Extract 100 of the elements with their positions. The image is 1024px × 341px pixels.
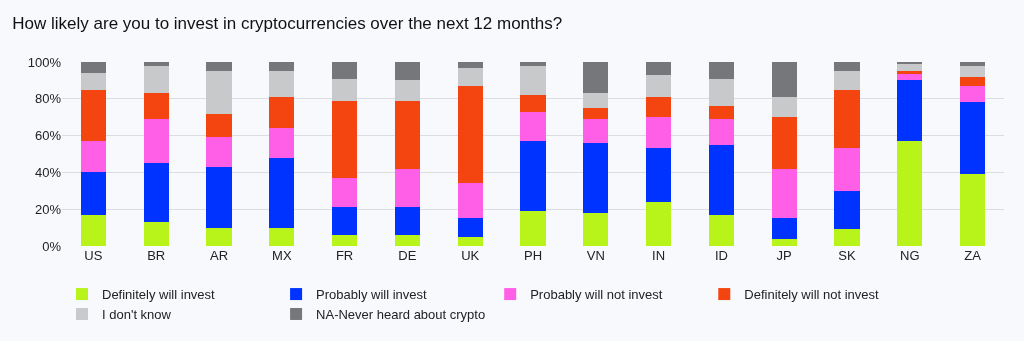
bar	[206, 166, 232, 228]
x-tick-label: ID	[714, 248, 728, 263]
bar	[143, 119, 169, 164]
bar	[80, 214, 106, 246]
x-tick-label: DE	[398, 248, 417, 263]
bar	[708, 78, 734, 107]
bar	[771, 168, 797, 219]
bar	[897, 71, 923, 74]
bar	[269, 227, 295, 246]
x-tick-label: UK	[461, 248, 480, 263]
legend-label: NA-Never heard about crypto	[316, 307, 486, 323]
bar	[708, 214, 734, 246]
bar	[897, 80, 923, 142]
bar	[771, 62, 797, 97]
bar	[394, 168, 420, 208]
legend-label: Probably will not invest	[530, 287, 663, 303]
bar	[834, 89, 860, 149]
bar	[771, 96, 797, 118]
bar	[394, 80, 420, 101]
bar	[960, 102, 986, 175]
x-tick-label: IN	[652, 248, 666, 263]
bar	[206, 227, 232, 246]
bar	[834, 148, 860, 191]
bar	[269, 96, 295, 129]
bar	[520, 211, 546, 246]
bar	[394, 62, 420, 81]
bar	[80, 73, 106, 90]
bar	[520, 141, 546, 212]
x-tick-label: VN	[586, 248, 605, 263]
bar	[457, 67, 483, 86]
bar	[960, 76, 986, 86]
bar	[332, 207, 358, 235]
y-tick-label: 20%	[34, 201, 62, 217]
bar	[457, 62, 483, 68]
bar	[960, 85, 986, 103]
bar	[897, 141, 923, 246]
bar	[771, 218, 797, 239]
bar	[646, 62, 672, 75]
bar	[269, 62, 295, 72]
x-tick-label: FR	[335, 248, 354, 263]
bar	[646, 96, 672, 118]
bar	[143, 93, 169, 120]
x-tick-label: US	[84, 248, 103, 263]
bar	[708, 119, 734, 145]
bar	[520, 62, 546, 66]
bar	[520, 95, 546, 112]
bar	[143, 222, 169, 246]
bar	[457, 183, 483, 219]
x-tick-label: JP	[776, 248, 792, 263]
bar	[332, 78, 358, 101]
bar	[394, 100, 420, 169]
bar	[960, 62, 986, 66]
bar	[960, 174, 986, 246]
y-tick-label: 100%	[27, 54, 62, 70]
bar	[206, 62, 232, 72]
bar	[206, 137, 232, 167]
bar	[834, 71, 860, 90]
bar	[771, 117, 797, 169]
bar	[771, 238, 797, 246]
bar	[960, 65, 986, 77]
x-tick-label: MX	[272, 248, 292, 263]
x-tick-label: PH	[523, 248, 543, 263]
bar	[583, 93, 609, 108]
bar	[332, 177, 358, 208]
bar	[834, 190, 860, 230]
bar	[646, 201, 672, 246]
bar	[332, 62, 358, 79]
bar	[583, 142, 609, 213]
legend-label: Definitely will not invest	[744, 287, 880, 303]
bar	[583, 212, 609, 246]
bar	[394, 234, 420, 246]
bar	[80, 62, 106, 74]
bar	[708, 106, 734, 120]
bar	[520, 111, 546, 142]
legend-label: Definitely will invest	[102, 287, 216, 303]
bar	[646, 148, 672, 202]
bar	[206, 71, 232, 114]
bar	[332, 100, 358, 178]
bar	[394, 207, 420, 235]
bar	[269, 128, 295, 158]
bar	[206, 113, 232, 138]
bar	[457, 85, 483, 184]
bar	[520, 65, 546, 96]
bar	[332, 234, 358, 246]
bar	[269, 157, 295, 228]
x-tick-label: NG	[900, 248, 920, 263]
legend-label: I don't know	[102, 307, 172, 323]
bar	[457, 218, 483, 237]
bar	[80, 172, 106, 215]
bar	[583, 108, 609, 120]
y-tick-label: 0%	[42, 238, 62, 254]
bar	[646, 74, 672, 97]
bar	[834, 229, 860, 246]
bar	[708, 144, 734, 215]
y-tick-label: 80%	[34, 91, 62, 107]
bar	[583, 62, 609, 94]
bar	[143, 62, 169, 66]
bar	[80, 141, 106, 173]
x-tick-label: ZA	[964, 248, 982, 263]
chart-title: How likely are you to invest in cryptocurrencies over the next 12 months?	[12, 13, 563, 33]
